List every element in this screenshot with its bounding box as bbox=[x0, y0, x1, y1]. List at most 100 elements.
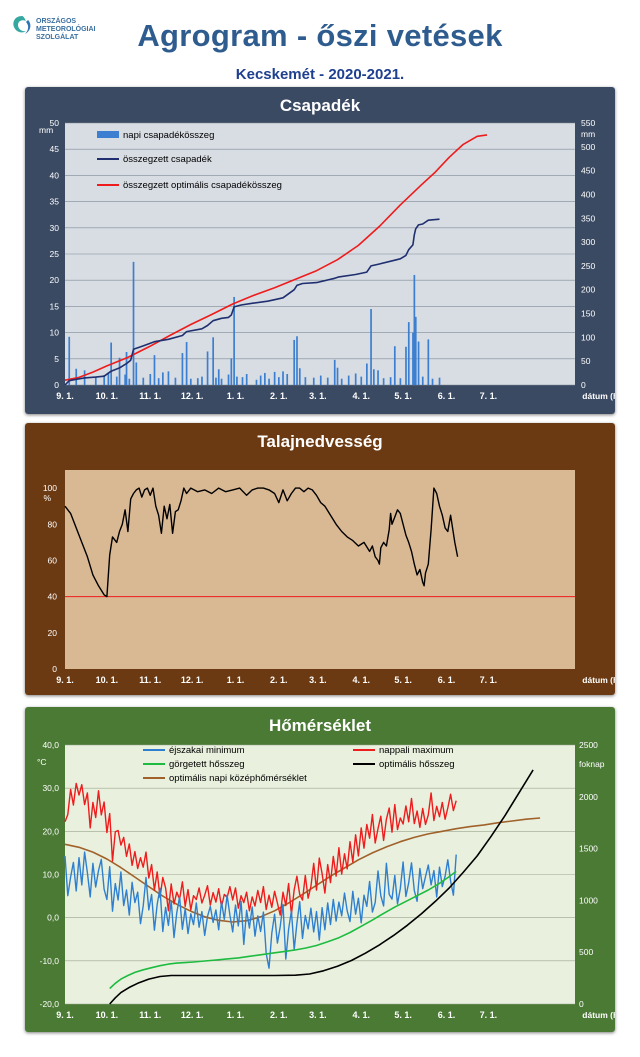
precip-bar bbox=[264, 372, 266, 385]
y-tick-label-right: 2500 bbox=[579, 740, 598, 750]
precip-bar bbox=[304, 377, 307, 385]
y-tick-label-right: 0 bbox=[581, 380, 586, 390]
y-tick-label: 20 bbox=[48, 628, 58, 638]
precip-bar bbox=[220, 378, 223, 385]
logo-line-2: METEOROLÓGIAI bbox=[36, 26, 96, 33]
y-tick-label-left: 10 bbox=[50, 328, 60, 338]
precip-bar bbox=[212, 337, 215, 385]
y-tick-label-right: 500 bbox=[581, 142, 595, 152]
x-tick-label: 7. 1. bbox=[480, 675, 498, 685]
precip-bar bbox=[196, 378, 199, 385]
optimal-cumulative-line bbox=[64, 134, 488, 381]
x-tick-label: 4. 1. bbox=[352, 1010, 370, 1020]
precip-bar bbox=[124, 374, 126, 385]
precip-bar bbox=[438, 377, 441, 385]
y-tick-label-right: 150 bbox=[581, 309, 595, 319]
x-tick-label: 12. 1. bbox=[181, 675, 204, 685]
precip-bar bbox=[370, 309, 372, 385]
precip-bar bbox=[393, 346, 396, 385]
x-tick-label: 11. 1. bbox=[139, 1010, 161, 1020]
precip-bar bbox=[354, 373, 357, 385]
x-tick-label: 11. 1. bbox=[139, 675, 161, 685]
logo-swirl-icon bbox=[13, 16, 31, 34]
precip-bar bbox=[427, 339, 430, 385]
precip-bar bbox=[125, 351, 128, 385]
y-tick-label-left: 50 bbox=[50, 118, 60, 128]
precip-bar bbox=[217, 369, 220, 385]
y-tick-label-left: 30,0 bbox=[42, 783, 59, 793]
precip-chart: Csapadék05101520253035404550050100150200… bbox=[25, 87, 615, 414]
y-tick-label-right: 500 bbox=[579, 947, 593, 957]
precip-bar bbox=[233, 296, 235, 385]
y-tick-label-left: 20 bbox=[50, 275, 60, 285]
day-max-line bbox=[64, 782, 457, 916]
y-tick-label-left: 15 bbox=[50, 301, 60, 311]
precip-bar bbox=[298, 368, 301, 385]
precip-bar bbox=[282, 371, 284, 385]
y-tick-label-right: 50 bbox=[581, 356, 591, 366]
precip-bar bbox=[241, 377, 244, 385]
precip-bar bbox=[255, 379, 258, 385]
legend-label: összegzett optimális csapadékösszeg bbox=[123, 180, 282, 191]
precip-bar bbox=[273, 371, 276, 385]
x-tick-label: 7. 1. bbox=[480, 391, 498, 401]
y-tick-label-right: 0 bbox=[579, 999, 584, 1009]
precip-bar bbox=[142, 377, 145, 385]
precip-bar bbox=[185, 342, 188, 385]
y-tick-label-left: 0 bbox=[54, 380, 59, 390]
precip-bar bbox=[293, 339, 296, 385]
night-min-line bbox=[64, 851, 457, 969]
precip-bar bbox=[296, 336, 298, 385]
soil-moisture-panel: Talajnedvesség 0 20 40 60 80 100% 9. 1. 10. 1. 11… bbox=[25, 423, 615, 695]
legend-label: optimális napi középhőmérséklet bbox=[169, 773, 307, 784]
x-tick-label: 6. 1. bbox=[438, 675, 456, 685]
y-tick-label-left: 40 bbox=[50, 170, 60, 180]
precip-bar bbox=[201, 376, 203, 385]
logo-line-1: ORSZÁGOS bbox=[36, 18, 77, 25]
precip-bar bbox=[135, 362, 138, 385]
y-tick-label: 60 bbox=[48, 555, 58, 565]
precip-bar bbox=[399, 378, 402, 385]
precip-bar bbox=[417, 341, 420, 385]
x-tick-label: 12. 1. bbox=[181, 1010, 204, 1020]
precip-bar bbox=[326, 377, 329, 385]
y-axis-unit: % bbox=[43, 493, 51, 503]
precip-bar bbox=[115, 376, 118, 385]
y-tick-label-right: 1000 bbox=[579, 895, 598, 905]
precip-bar bbox=[382, 378, 385, 385]
optimal-heat-sum-line bbox=[109, 769, 534, 1005]
precip-bar bbox=[277, 377, 280, 385]
page-title: Agrogram - őszi vetések bbox=[137, 18, 503, 53]
x-tick-label: 1. 1. bbox=[227, 1010, 245, 1020]
y-axis-unit-right: mm bbox=[581, 129, 595, 139]
precip-bar bbox=[421, 376, 424, 385]
y-tick-label-left: 45 bbox=[50, 144, 60, 154]
precip-bar bbox=[366, 363, 368, 385]
precip-bar bbox=[340, 378, 343, 385]
x-tick-label: 3. 1. bbox=[309, 675, 327, 685]
precip-bar bbox=[389, 377, 392, 385]
x-tick-label: 6. 1. bbox=[438, 1010, 456, 1020]
y-tick-label-right: 200 bbox=[581, 285, 595, 295]
y-axis-unit-left: °C bbox=[37, 757, 47, 767]
y-axis-unit-right: foknap bbox=[579, 759, 605, 769]
legend-label: összegzett csapadék bbox=[123, 154, 212, 165]
soil-moisture-chart: Talajnedvesség 0 20 40 60 80 100% 9. 1. 10. 1. 11… bbox=[25, 423, 615, 695]
precip-bar bbox=[333, 359, 336, 385]
plot-area bbox=[65, 470, 575, 669]
precip-bar bbox=[268, 378, 270, 385]
y-tick-label-left: 5 bbox=[54, 354, 59, 364]
x-tick-label: 2. 1. bbox=[270, 675, 288, 685]
precip-bar bbox=[227, 374, 230, 385]
precip-bar bbox=[312, 377, 315, 385]
legend-label: görgetett hősszeg bbox=[169, 759, 245, 770]
precip-bar bbox=[236, 376, 238, 385]
y-tick-label: 0 bbox=[52, 664, 57, 674]
x-tick-label: 1. 1. bbox=[227, 675, 245, 685]
y-tick-label: 100 bbox=[43, 483, 57, 493]
precip-bar bbox=[94, 377, 97, 385]
precip-bar bbox=[189, 378, 192, 385]
precip-bar bbox=[245, 373, 248, 385]
cumulative-precip-line bbox=[64, 218, 440, 386]
x-tick-label: 4. 1. bbox=[352, 675, 370, 685]
